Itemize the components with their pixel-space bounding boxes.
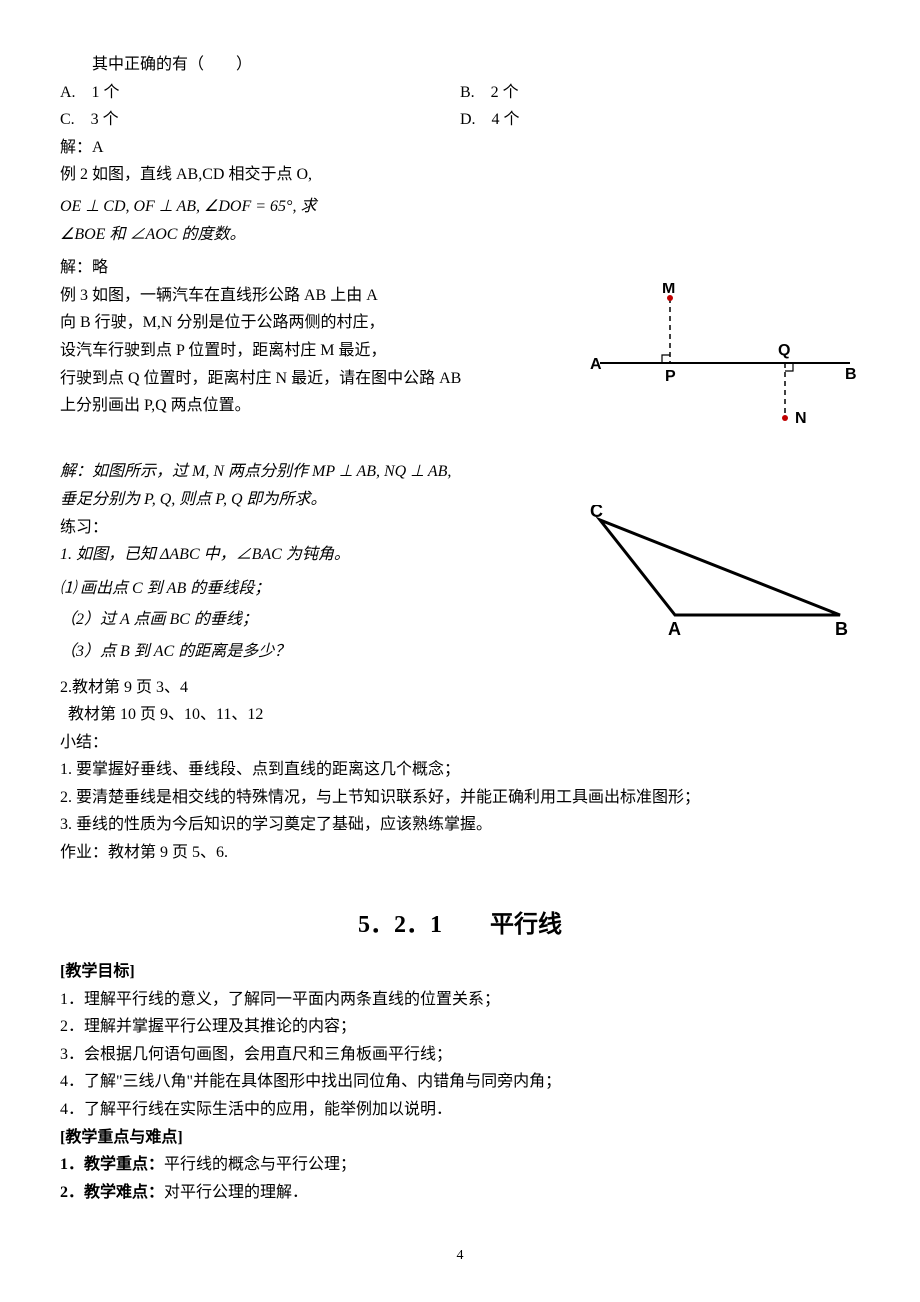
fig1-label-N: N <box>795 410 807 427</box>
practice-p2b: 教材第 10 页 9、10、11、12 <box>60 702 860 728</box>
fig2-label-B: B <box>835 619 848 639</box>
ex2-math: OE ⊥ CD, OF ⊥ AB, ∠DOF = 65°, 求 <box>60 194 860 220</box>
focus-1: 1．教学重点：平行线的概念与平行公理； <box>60 1152 860 1178</box>
ex3-sol1: 解：如图所示，过 M, N 两点分别作 MP ⊥ AB, NQ ⊥ AB, <box>60 459 860 485</box>
goals-head: [教学目标] <box>60 959 860 985</box>
practice-p1c-text: （3）点 B 到 AC 的距离是多少？ <box>60 643 290 660</box>
focus-1-text: 平行线的概念与平行公理； <box>164 1156 356 1173</box>
summary-s1: 1. 要掌握好垂线、垂线段、点到直线的距离这几个概念； <box>60 757 860 783</box>
goal-4: 4．了解"三线八角"并能在具体图形中找出同位角、内错角与同旁内角； <box>60 1069 860 1095</box>
q1-optC: C. 3 个 <box>60 107 460 133</box>
goal-5: 4．了解平行线在实际生活中的应用，能举例加以说明． <box>60 1097 860 1123</box>
fig1-label-M: M <box>662 283 675 297</box>
practice-p1a-text: ⑴ 画出点 C 到 AB 的垂线段； <box>60 580 270 597</box>
q1-optA: A. 1 个 <box>60 80 460 106</box>
focus-1-label: 1．教学重点： <box>60 1156 164 1173</box>
ex2-math-text: OE ⊥ CD, OF ⊥ AB, ∠DOF = 65°, 求 <box>60 198 316 215</box>
figure-mn-ab: M A B P Q N <box>590 283 860 442</box>
focus-head: [教学重点与难点] <box>60 1125 860 1151</box>
practice-p1b-text: （2）过 A 点画 BC 的垂线； <box>60 611 258 628</box>
fig1-label-P: P <box>665 368 676 385</box>
q1-options-row2: C. 3 个 D. 4 个 <box>60 107 860 133</box>
fig2-label-C: C <box>590 505 603 521</box>
goal-1: 1．理解平行线的意义，了解同一平面内两条直线的位置关系； <box>60 987 860 1013</box>
ex3-sol1-text: 解：如图所示，过 M, N 两点分别作 MP ⊥ AB, NQ ⊥ AB, <box>60 463 451 480</box>
ex3-sol2-text: 垂足分别为 P, Q, 则点 P, Q 即为所求。 <box>60 491 327 508</box>
focus-2: 2．教学难点：对平行公理的理解． <box>60 1180 860 1206</box>
practice-p2a: 2.教材第 9 页 3、4 <box>60 675 860 701</box>
fig2-label-A: A <box>668 619 681 639</box>
goal-2: 2．理解并掌握平行公理及其推论的内容； <box>60 1014 860 1040</box>
ex2-line3: ∠BOE 和 ∠AOC 的度数。 <box>60 222 860 248</box>
summary-hw: 作业：教材第 9 页 5、6. <box>60 840 860 866</box>
goal-3: 3．会根据几何语句画图，会用直尺和三角板画平行线； <box>60 1042 860 1068</box>
q1-optB: B. 2 个 <box>460 80 860 106</box>
focus-2-label: 2．教学难点： <box>60 1184 164 1201</box>
fig1-label-Q: Q <box>778 342 790 359</box>
q1-options-row1: A. 1 个 B. 2 个 <box>60 80 860 106</box>
summary-head: 小结： <box>60 730 860 756</box>
ex2-answer: 解：略 <box>60 255 860 281</box>
fig1-label-B: B <box>845 366 857 383</box>
summary-s3: 3. 垂线的性质为今后知识的学习奠定了基础，应该熟练掌握。 <box>60 812 860 838</box>
ex2-line1: 例 2 如图，直线 AB,CD 相交于点 O, <box>60 162 860 188</box>
ex2-line3-text: ∠BOE 和 ∠AOC 的度数。 <box>60 226 245 243</box>
q1-optD: D. 4 个 <box>460 107 860 133</box>
q1-prompt: 其中正确的有（ ） <box>60 52 860 78</box>
practice-p1-text: 1. 如图，已知 ΔABC 中，∠BAC 为钝角。 <box>60 546 350 563</box>
page-number: 4 <box>60 1245 860 1267</box>
section-title-521: 5．2．1 平行线 <box>60 906 860 944</box>
q1-answer: 解：A <box>60 135 860 161</box>
fig1-label-A: A <box>590 356 602 373</box>
summary-s2: 2. 要清楚垂线是相交线的特殊情况，与上节知识联系好，并能正确利用工具画出标准图… <box>60 785 860 811</box>
figure-triangle-abc: C A B <box>570 505 860 664</box>
focus-2-text: 对平行公理的理解． <box>164 1184 308 1201</box>
